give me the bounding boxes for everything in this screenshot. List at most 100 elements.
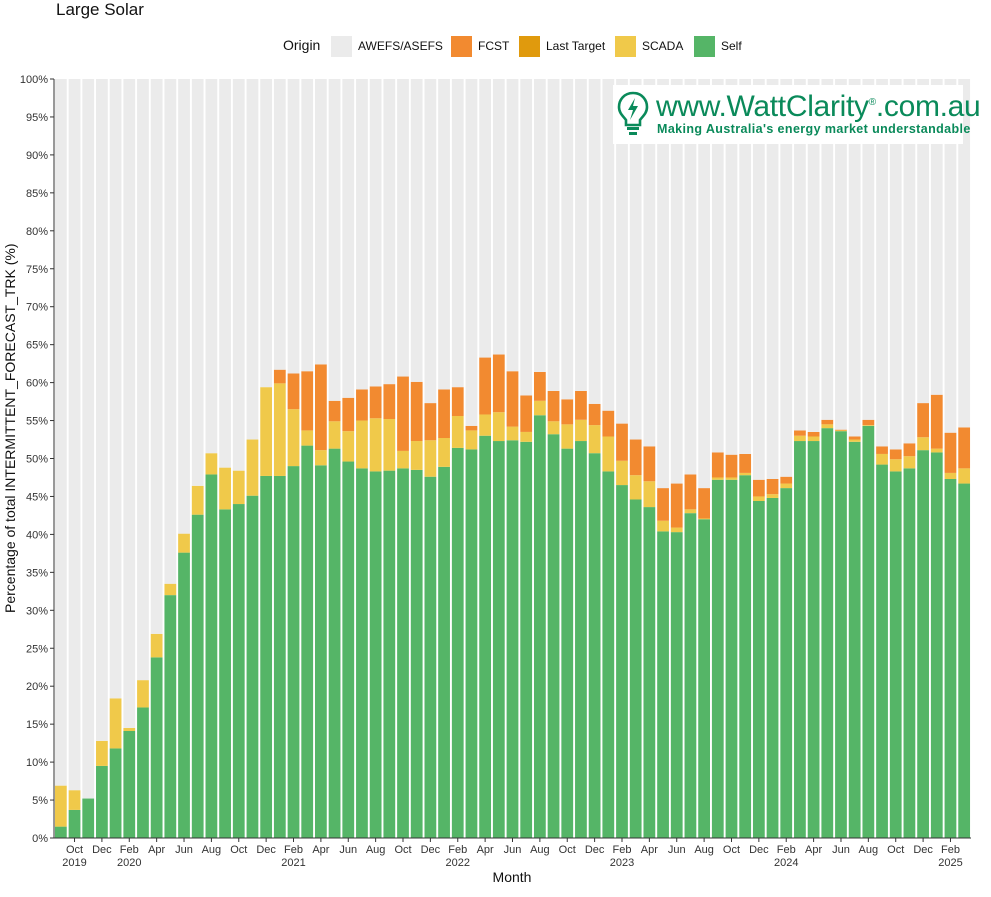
lightbulb-bolt-icon [617, 91, 649, 135]
bar-segment-self [164, 595, 177, 838]
x-tick-label-month: Jun [175, 844, 193, 856]
x-tick-label-year: 2019 [62, 857, 86, 869]
legend-label: Self [721, 39, 742, 53]
bar-segment-fcst [657, 488, 669, 521]
legend-label: AWEFS/ASEFS [358, 39, 443, 53]
bar-segment-scada [342, 431, 355, 462]
bar-segment-self [862, 425, 875, 838]
bar-segment-scada [479, 414, 492, 436]
x-tick-label-month: Dec [256, 844, 276, 856]
bar-segment-awefs-asefs [492, 79, 505, 355]
bar-segment-scada [191, 485, 204, 515]
bar-segment-scada [575, 419, 587, 442]
legend-swatch [615, 35, 636, 57]
bar-segment-awefs-asefs [123, 79, 136, 728]
bar-segment-self [287, 466, 300, 838]
bar-segment-scada [616, 460, 628, 486]
bar-segment-scada [547, 421, 560, 435]
bar-segment-scada [958, 468, 971, 484]
y-tick-label: 80% [26, 226, 48, 238]
y-axis-label: Percentage of total INTERMITTENT_FORECAS… [2, 243, 18, 613]
bar-segment-self [492, 441, 505, 838]
bar-segment-awefs-asefs [109, 79, 122, 699]
x-tick-label-month: Oct [559, 844, 576, 856]
bar-segment-awefs-asefs [260, 79, 273, 388]
bar-segment-self [588, 453, 601, 838]
bar-segment-fcst [807, 431, 820, 437]
bar-segment-scada [629, 475, 642, 500]
bar-segment-self [506, 440, 519, 838]
bar-segment-self [96, 765, 108, 838]
bar-segment-awefs-asefs [315, 79, 327, 365]
x-tick-label-month: Oct [394, 844, 411, 856]
y-tick-label: 95% [26, 112, 48, 124]
bar-segment-fcst [273, 369, 286, 384]
bar-segment-scada [96, 740, 108, 766]
bar-segment-scada [807, 436, 820, 442]
x-tick-label-month: Feb [613, 844, 632, 856]
y-tick-label: 75% [26, 264, 48, 276]
bar-segment-awefs-asefs [561, 79, 574, 400]
bar-segment-scada [492, 412, 505, 442]
x-tick-label-month: Apr [805, 844, 822, 856]
bar-segment-awefs-asefs [342, 79, 355, 398]
bar-segment-fcst [889, 449, 902, 460]
bar-segment-awefs-asefs [876, 79, 888, 447]
bar-segment-self [315, 465, 327, 838]
bar-segment-self [752, 501, 765, 838]
bar-segment-fcst [479, 357, 492, 415]
bar-segment-fcst [506, 371, 519, 427]
x-tick-label-year: 2022 [446, 857, 470, 869]
bar-segment-self [369, 471, 382, 838]
x-tick-label-month: Dec [421, 844, 441, 856]
bar-segment-fcst [930, 394, 943, 449]
bar-segment-fcst [465, 425, 478, 431]
bar-segment-fcst [766, 478, 779, 495]
bar-segment-self [410, 469, 423, 838]
bar-segment-self [68, 809, 81, 838]
y-tick-label: 60% [26, 378, 48, 390]
bar-segment-scada [301, 430, 314, 446]
bar-segment-awefs-asefs [383, 79, 396, 385]
bar-segment-fcst [301, 371, 314, 431]
y-tick-label: 5% [32, 795, 48, 807]
bar-segment-fcst [575, 390, 587, 420]
bar-segment-scada [643, 481, 656, 508]
bar-segment-awefs-asefs [725, 79, 738, 455]
bar-segment-scada [848, 439, 861, 442]
x-tick-label-month: Feb [777, 844, 796, 856]
bar-segment-awefs-asefs [219, 79, 231, 468]
bar-segment-scada [356, 420, 368, 469]
bar-segment-self [643, 507, 656, 838]
bar-segment-awefs-asefs [821, 79, 834, 420]
legend-item-awefs-asefs: AWEFS/ASEFS [331, 34, 443, 58]
bar-segment-self [54, 826, 67, 838]
x-tick-label-year: 2025 [938, 857, 962, 869]
x-tick-label-month: Aug [530, 844, 550, 856]
y-tick-label: 40% [26, 529, 48, 541]
bar-segment-awefs-asefs [711, 79, 724, 453]
legend-label: SCADA [642, 39, 684, 53]
x-tick-label-month: Apr [641, 844, 658, 856]
bar-segment-fcst [643, 446, 656, 482]
bar-segment-awefs-asefs [397, 79, 409, 377]
bar-segment-scada [670, 527, 683, 533]
y-tick-label: 55% [26, 416, 48, 428]
bar-segment-awefs-asefs [780, 79, 793, 477]
bar-segment-awefs-asefs [137, 79, 149, 681]
bar-segment-fcst [848, 436, 861, 440]
bar-segment-self [123, 730, 136, 838]
bar-segment-awefs-asefs [246, 79, 259, 440]
x-tick-label-year: 2020 [117, 857, 141, 869]
bar-segment-fcst [369, 386, 382, 419]
bar-segment-scada [150, 633, 163, 658]
bar-segment-fcst [903, 443, 916, 457]
bar-segment-scada [164, 583, 177, 596]
bar-segment-self [629, 499, 642, 838]
bar-segment-self [958, 483, 971, 838]
bar-segment-scada [657, 520, 669, 532]
bar-segment-self [137, 707, 149, 838]
y-tick-label: 15% [26, 719, 48, 731]
legend-title: Origin [283, 37, 321, 53]
chart-title: Large Solar [56, 0, 144, 19]
